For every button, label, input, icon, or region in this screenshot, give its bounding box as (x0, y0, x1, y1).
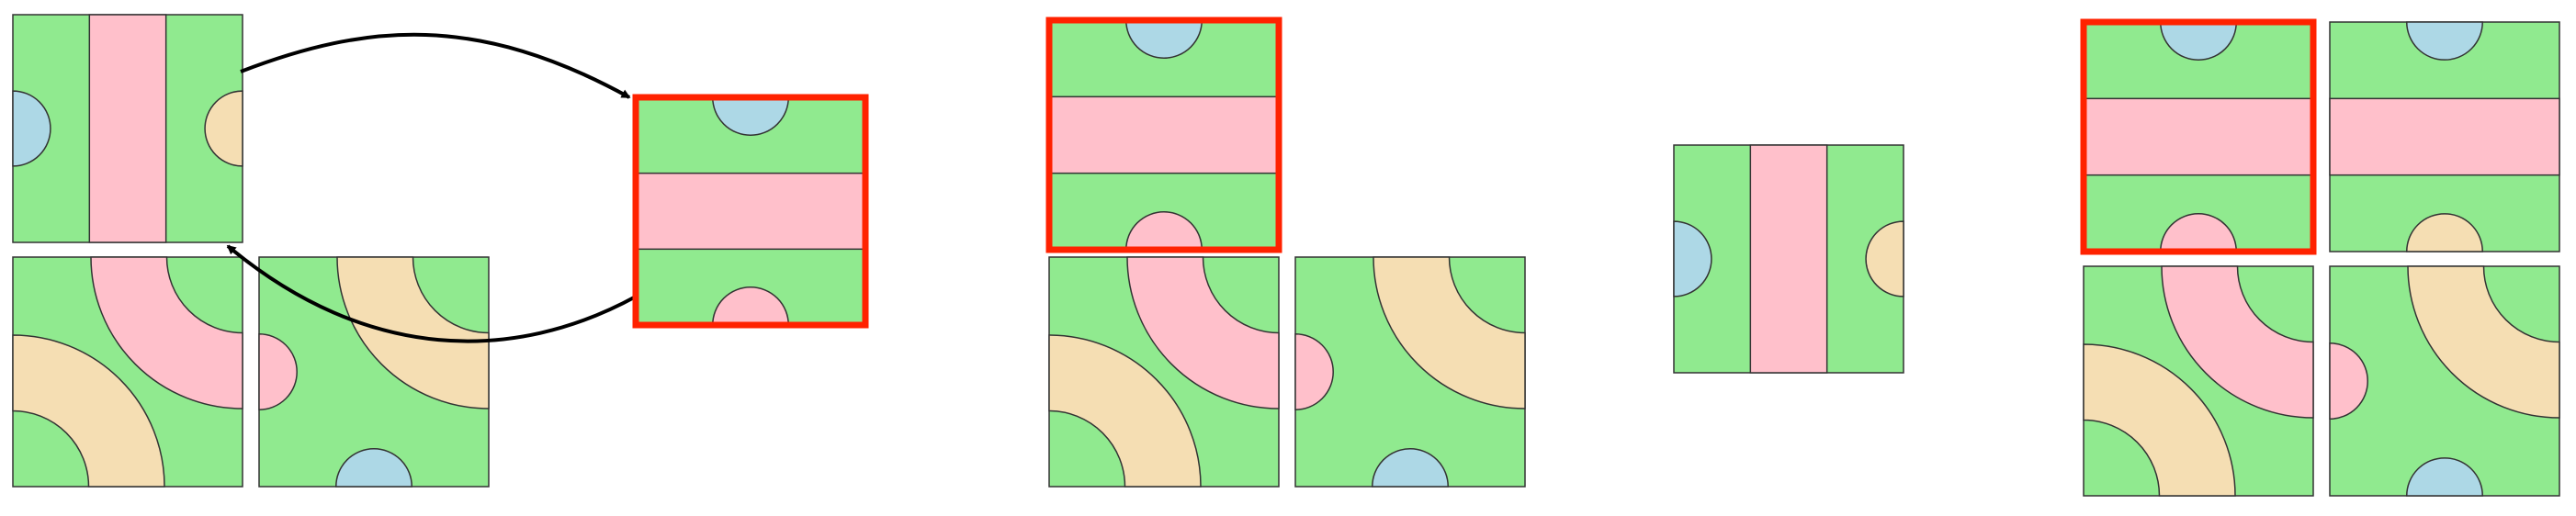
pink-road-horizontal (635, 172, 866, 251)
blue-half-circle-top (711, 96, 790, 136)
tan-curve-road (336, 256, 490, 409)
tan-curve-road (2083, 343, 2236, 497)
pink-road-vertical (88, 14, 167, 243)
highlights-layer (632, 17, 2317, 329)
blue-half-circle-left (1673, 220, 1712, 297)
pink-road-vertical (1749, 144, 1828, 374)
blue-half-circle-bottom (1371, 448, 1450, 488)
tan-curve-road (2407, 265, 2560, 419)
pink-half-circle-bottom (1124, 211, 1203, 251)
tan-curve-road (1048, 334, 1202, 488)
pink-curve-road (1126, 256, 1280, 409)
panel-rotation-step (12, 14, 866, 488)
highlight-frame (2080, 18, 2317, 255)
pink-half-circle-bottom (711, 286, 790, 326)
pink-half-circle-bottom (2159, 213, 2238, 252)
blue-half-circle-bottom (334, 448, 413, 488)
tiles-layer (12, 14, 2560, 497)
pink-road-horizontal (2329, 97, 2560, 176)
tan-curve-road (12, 334, 165, 488)
pink-half-circle-left (2329, 342, 2368, 421)
tan-curve-road (1373, 256, 1526, 409)
blue-half-circle-top (2159, 21, 2238, 61)
pink-half-circle-left (258, 332, 298, 411)
tan-half-circle-bottom (2405, 213, 2484, 252)
panel-placed-tile (1048, 19, 1526, 488)
arrows-layer (226, 32, 637, 343)
panel-candidate-tile (1673, 144, 1904, 374)
blue-half-circle-top (1124, 19, 1203, 59)
blue-half-circle-bottom (2405, 457, 2484, 497)
pink-road-horizontal (1048, 95, 1280, 174)
pink-curve-road (90, 256, 243, 409)
blue-half-circle-left (12, 90, 51, 167)
highlight-frame (632, 94, 869, 329)
pink-curve-road (2161, 265, 2314, 419)
tan-half-circle-right (204, 90, 243, 167)
pink-road-horizontal (2083, 97, 2314, 176)
arrow-to-rotated-tile (240, 32, 631, 99)
blue-half-circle-top (2405, 21, 2484, 61)
arrow-back-to-grid (226, 244, 637, 343)
panel-result-grid (2083, 21, 2560, 497)
highlight-frame (1045, 17, 1282, 253)
pink-half-circle-left (1294, 332, 1334, 411)
tan-half-circle-right (1865, 220, 1904, 297)
